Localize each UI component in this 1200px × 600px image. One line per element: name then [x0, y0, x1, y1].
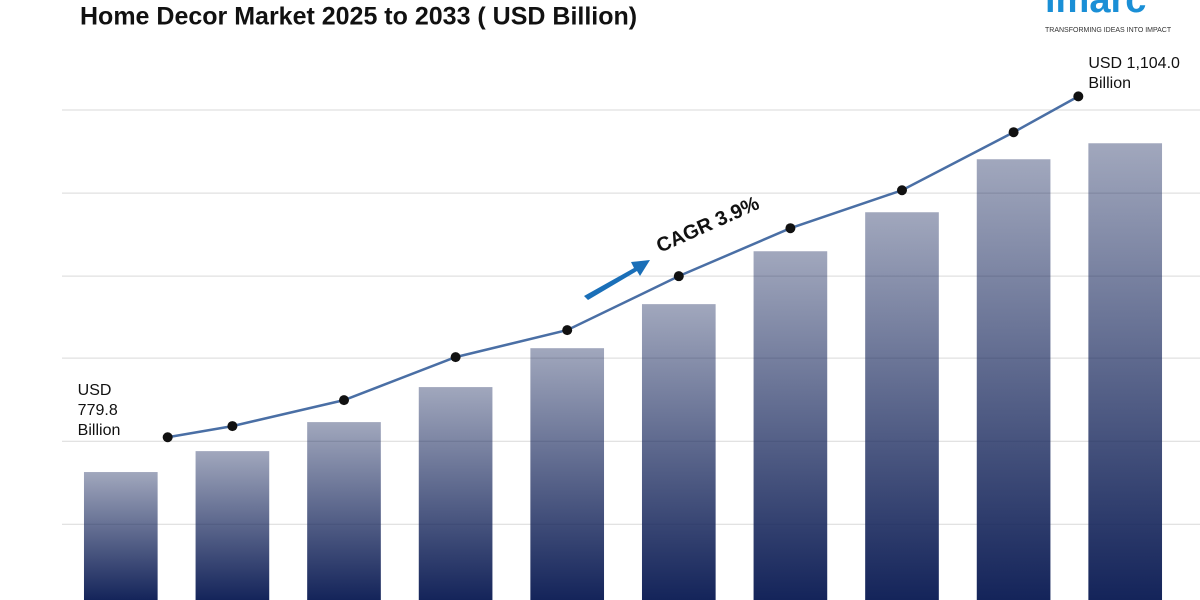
- bar: [976, 159, 1051, 600]
- line-point: [162, 432, 173, 443]
- line: [167, 95, 1079, 439]
- line-point: [785, 223, 796, 234]
- bar: [418, 387, 493, 600]
- value-label: USD 779.8 Billion: [77, 382, 121, 440]
- line-point: [1008, 127, 1019, 138]
- bar: [1088, 143, 1163, 600]
- bar: [865, 212, 939, 600]
- line-point: [562, 325, 573, 336]
- line-point: [450, 352, 461, 363]
- bar: [83, 472, 158, 600]
- line-point: [673, 271, 684, 282]
- line-point: [897, 185, 907, 196]
- bar: [530, 348, 605, 600]
- bar: [307, 422, 381, 600]
- cagr-arrow: [584, 260, 650, 300]
- bar: [753, 251, 828, 600]
- logo-tagline: TRANSFORMING IDEAS INTO IMPACT: [1045, 27, 1172, 34]
- value-label: USD 1,104.0 Billion: [1088, 55, 1180, 93]
- chart-title: Home Decor Market 2025 to 2033 ( USD Bil…: [80, 3, 637, 31]
- line-point: [1073, 91, 1084, 102]
- bar: [641, 304, 716, 600]
- line-point: [227, 421, 238, 432]
- logo: imarc: [1045, 0, 1146, 21]
- bar: [195, 451, 270, 600]
- line-point: [339, 395, 349, 406]
